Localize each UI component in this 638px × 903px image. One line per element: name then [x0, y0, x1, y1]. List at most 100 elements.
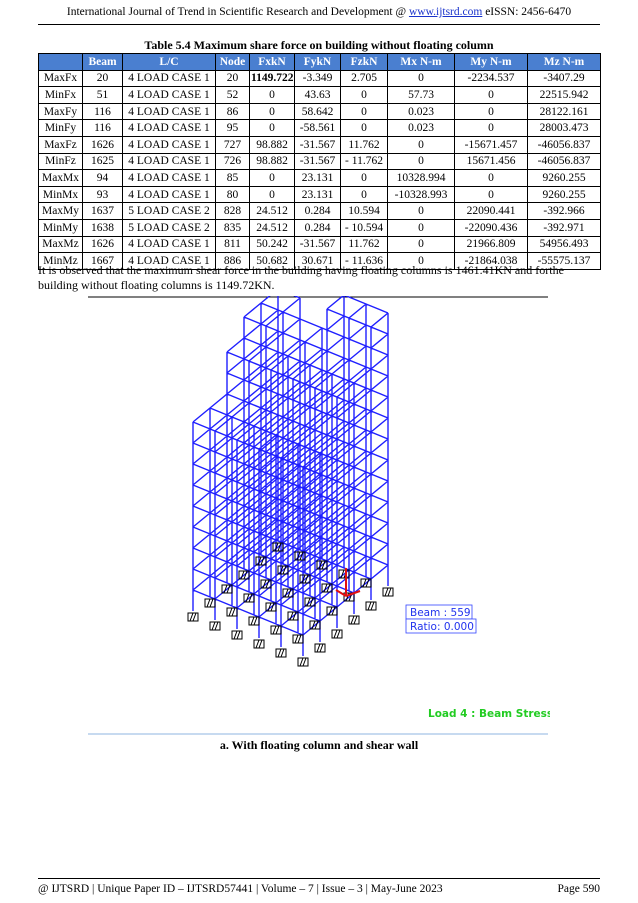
table-row: MaxFz 1626 4 LOAD CASE 1 727 98.882 -31.567 11… [38, 135, 601, 154]
table-cell: 0 [454, 185, 528, 204]
table-cell: 4 LOAD CASE 1 [122, 169, 216, 187]
corner-cell [38, 53, 83, 71]
table-cell: -10328.993 [387, 185, 455, 204]
table-cell: 9260.255 [527, 185, 601, 204]
table-cell: 93 [82, 185, 123, 204]
table-cell: - 11.762 [340, 152, 388, 171]
table-cell: 0 [249, 169, 295, 187]
axis-glyph [335, 568, 361, 597]
structure-frame [187, 296, 394, 667]
column-header: Mz N-m [527, 53, 601, 71]
table-cell: -3407.29 [527, 69, 601, 88]
table-cell: 1625 [82, 152, 123, 171]
table-row: MinMx 93 4 LOAD CASE 1 80 0 23.131 0 -10328.993… [38, 185, 601, 204]
table-cell: 28003.473 [527, 119, 601, 137]
column-header: L/C [122, 53, 216, 71]
table-cell: 23.131 [294, 185, 341, 204]
table-cell: 85 [215, 169, 250, 187]
header-text: eISSN: 2456-6470 [482, 6, 572, 18]
table-body: MaxFx 20 4 LOAD CASE 1 20 1149.722 -3.349 2.70… [38, 69, 601, 270]
table-cell: 0 [340, 119, 388, 137]
table-cell: 98.882 [249, 152, 295, 171]
table-cell: -31.567 [294, 152, 341, 171]
table-cell: 23.131 [294, 169, 341, 187]
table-cell: -22090.436 [454, 218, 528, 237]
table-cell: -31.567 [294, 235, 341, 254]
table-cell: 21966.809 [454, 235, 528, 254]
table-cell: 57.73 [387, 86, 455, 104]
table-cell: -21864.038 [454, 252, 528, 270]
table-cell: 80 [215, 185, 250, 204]
table-cell: 10.594 [340, 202, 388, 220]
table-cell: 5 LOAD CASE 2 [122, 202, 216, 220]
row-label: MinMx [38, 185, 83, 204]
column-header: FzkN [340, 53, 388, 71]
table-cell: 0 [249, 86, 295, 104]
table-cell: 4 LOAD CASE 1 [122, 252, 216, 270]
row-label: MinFx [38, 86, 83, 104]
table-cell: 0 [387, 135, 455, 154]
table-cell: -58.561 [294, 119, 341, 137]
column-header: FxkN [249, 53, 295, 71]
table-cell: 0 [249, 102, 295, 121]
supports [187, 542, 394, 667]
table-cell: 116 [82, 119, 123, 137]
table-cell: 22090.441 [454, 202, 528, 220]
table-cell: 30.671 [294, 252, 341, 270]
table-cell: -31.567 [294, 135, 341, 154]
table-cell: -46056.837 [527, 152, 601, 171]
table-cell: 22515.942 [527, 86, 601, 104]
table-cell: 15671.456 [454, 152, 528, 171]
footer-rule [38, 878, 600, 879]
table-cell: 811 [215, 235, 250, 254]
table-cell: 50.682 [249, 252, 295, 270]
table-cell: 0 [387, 69, 455, 88]
table-cell: 11.762 [340, 235, 388, 254]
table-cell: 0 [340, 185, 388, 204]
table-cell: 0 [454, 86, 528, 104]
table-cell: 11.762 [340, 135, 388, 154]
table-cell: 86 [215, 102, 250, 121]
table-cell: 4 LOAD CASE 1 [122, 102, 216, 121]
table-cell: 4 LOAD CASE 1 [122, 135, 216, 154]
table-row: MinFz 1625 4 LOAD CASE 1 726 98.882 -31.567- … [38, 152, 601, 171]
table-cell: 4 LOAD CASE 1 [122, 152, 216, 171]
table-cell: 54956.493 [527, 235, 601, 254]
table-cell: -392.966 [527, 202, 601, 220]
table-cell: 28122.161 [527, 102, 601, 121]
header: International Journal of Trend in Scient… [0, 6, 638, 18]
table-cell: 0 [340, 102, 388, 121]
table-row: MaxMx 94 4 LOAD CASE 1 85 0 23.131 0 10328.994 0… [38, 169, 601, 187]
table-cell: 10328.994 [387, 169, 455, 187]
table-cell: 52 [215, 86, 250, 104]
table-cell: 0.284 [294, 202, 341, 220]
header-rule [38, 24, 600, 25]
row-label: MinMy [38, 218, 83, 237]
table-cell: 0 [387, 152, 455, 171]
table-cell: 0 [387, 218, 455, 237]
paragraph: It is observed that the maximum shear fo… [38, 263, 564, 292]
table-row: MaxMz 1626 4 LOAD CASE 1 811 50.242 -31.567 11… [38, 235, 601, 254]
table-cell: 1638 [82, 218, 123, 237]
table-cell: 5 LOAD CASE 2 [122, 218, 216, 237]
table-cell: 116 [82, 102, 123, 121]
table-cell: 98.882 [249, 135, 295, 154]
header-link[interactable]: www.ijtsrd.com [408, 6, 483, 18]
table-cell: 0 [249, 119, 295, 137]
table-cell: 0 [454, 119, 528, 137]
table-cell: 1626 [82, 135, 123, 154]
table-title: Table 5.4 Maximum share force on buildin… [144, 38, 494, 52]
table-cell: - 10.594 [340, 218, 388, 237]
table-cell: 0 [454, 102, 528, 121]
table-cell: -3.349 [294, 69, 341, 88]
frame-lines [192, 296, 389, 656]
table-cell: 4 LOAD CASE 1 [122, 119, 216, 137]
table-row: MaxMy 1637 5 LOAD CASE 2 828 24.512 0.284 10.5… [38, 202, 601, 220]
table-cell: -55575.137 [527, 252, 601, 270]
figure: Beam : 559 Ratio: 0.000 Load 4 : Beam St… [88, 296, 550, 735]
column-header: Node [215, 53, 250, 71]
row-label: MinFy [38, 119, 83, 137]
table-cell: 51 [82, 86, 123, 104]
table-cell: -15671.457 [454, 135, 528, 154]
table-cell: 95 [215, 119, 250, 137]
